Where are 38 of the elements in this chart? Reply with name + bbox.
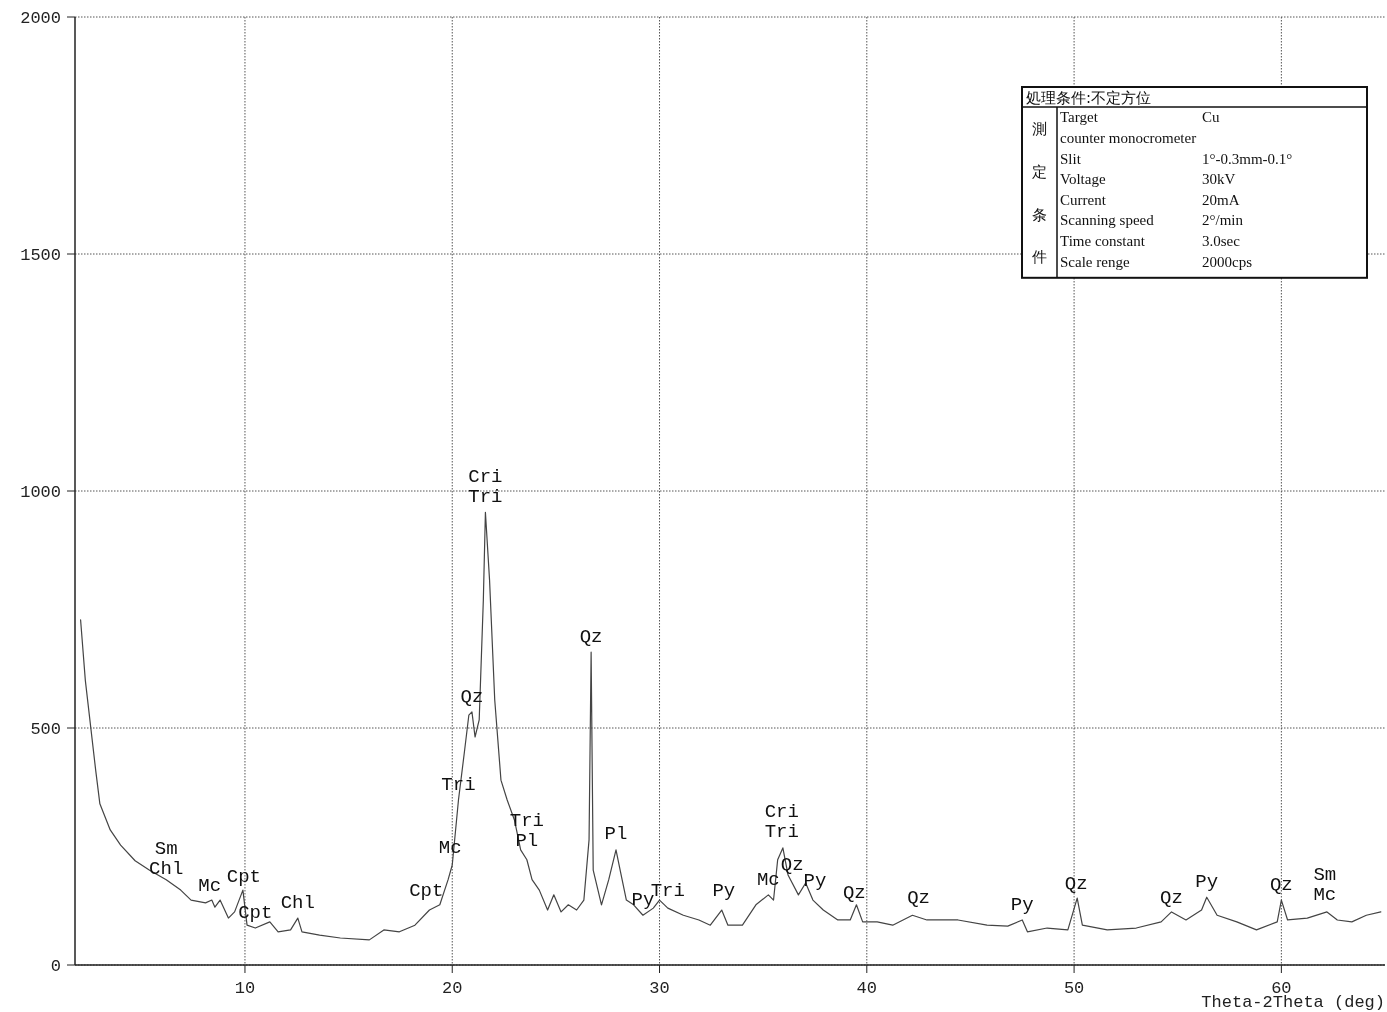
y-tick-label: 500 [30,720,61,739]
x-tick-label: 10 [234,979,256,998]
x-tick-label: 30 [649,979,670,998]
x-tick-label: 50 [1063,979,1085,998]
peak-label: Py [1010,893,1034,916]
y-tick-label: 1500 [20,246,61,265]
peak-label: Qz [460,685,484,708]
annotation: counter monocrometer [1060,130,1197,147]
y-tick-label: 0 [50,957,61,976]
peak-label: Cpt [409,879,444,902]
peak-label: Sm Chl [149,838,184,881]
peak-label: Qz [780,853,804,876]
peak-label: Py [712,879,736,902]
peak-label: Cri Tri [468,466,503,509]
peak-label: Mc [438,837,462,860]
peak-label: Qz [842,882,866,905]
y-tick-label: 1000 [20,483,61,502]
annotation: 処理条件:不定方位 [1026,89,1152,107]
peak-label: Qz [907,886,931,909]
peak-label: Qz [1269,874,1293,897]
peak-label: Qz [1160,886,1183,909]
peak-label: Py [803,870,827,893]
peak-label: Qz [1064,872,1088,895]
condition-table: 処理条件:不定方位 測定条件 Target Cu counter monocrometer Slit 1°-0.3mm-0.1° Voltage 30kV Current 20mA Scanning speed 2°/min Time constant 3.0sec Scale renge 2000cps [1021,86,1368,279]
peak-label: Cpt [226,865,262,888]
peak-label: Mc [756,868,780,891]
peak-label: Tri [441,774,476,797]
peak-label: Qz [579,626,603,649]
peak-label: Tri Pl [509,810,544,852]
x-tick-label: 20 [442,979,463,998]
peak-label: Pl [604,822,628,845]
y-tick-label: 2000 [20,9,61,28]
peak-label: Chl [280,892,315,915]
peak-label: Sm Mc [1313,864,1337,907]
peak-label: Cri Tri [764,800,799,843]
peak-label: Mc [198,875,222,897]
x-tick-label: 40 [856,979,878,998]
peak-label: Py [1195,871,1219,894]
